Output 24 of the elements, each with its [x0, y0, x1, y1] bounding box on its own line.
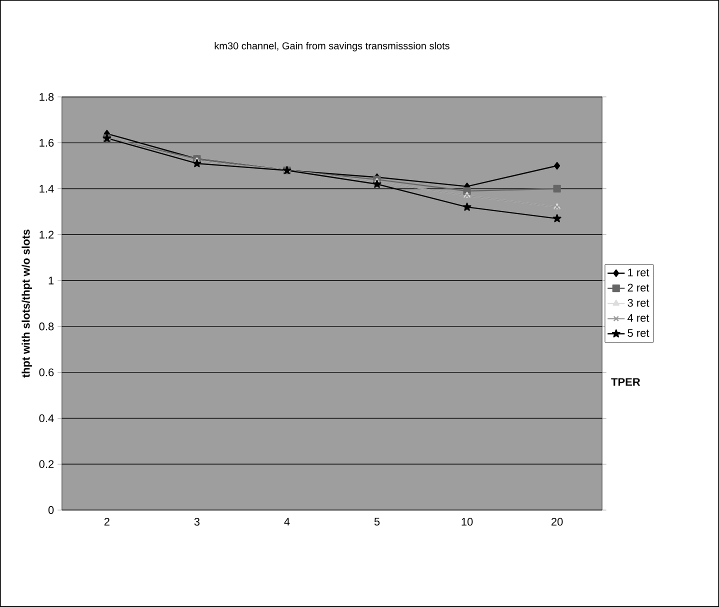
- legend-label: 3 ret: [628, 298, 650, 307]
- legend-label: 5 ret: [628, 329, 650, 337]
- x-tick-label: 2: [104, 518, 110, 526]
- x-tick-label: 4: [284, 518, 290, 526]
- x-tick-label: 5: [374, 518, 380, 526]
- x-tick-label: 3: [194, 518, 200, 526]
- chart-title: km30 channel, Gain from savings transmisssion slots: [214, 42, 450, 52]
- y-tick-label: 0.8: [39, 322, 54, 330]
- y-tick-label: 0.6: [39, 368, 54, 376]
- y-tick-label: 1.8: [40, 93, 54, 101]
- y-axis-title: thpt with slots/thpt w/o slots: [22, 230, 32, 378]
- y-tick-label: 0.2: [39, 460, 54, 468]
- x-tick-label: 20: [551, 518, 563, 526]
- legend-label: 1 ret: [628, 268, 650, 276]
- y-tick-label: 1.4: [40, 184, 54, 193]
- x-tick-label: 10: [462, 518, 473, 526]
- legend-label: 4 ret: [628, 314, 650, 322]
- y-tick-label: 1.2: [40, 230, 54, 238]
- y-tick-label: 1: [48, 276, 54, 284]
- y-tick-label: 1.6: [40, 138, 54, 147]
- x-axis-title: TPER: [611, 378, 640, 386]
- y-tick-label: 0: [48, 506, 54, 514]
- legend-label: 2 ret: [628, 284, 650, 292]
- y-tick-label: 0.4: [39, 414, 54, 422]
